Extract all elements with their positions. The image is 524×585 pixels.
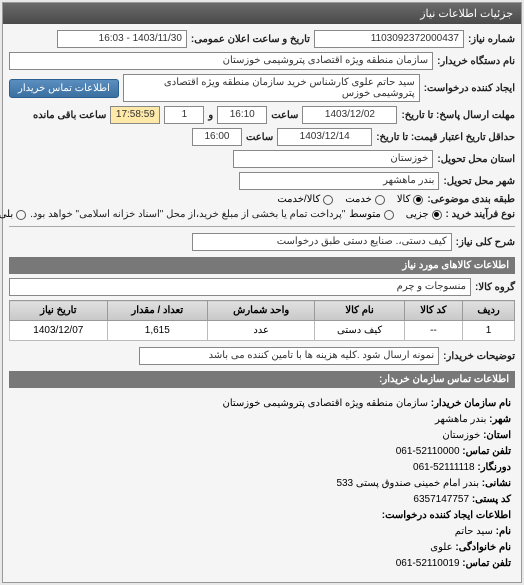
buyer-contact-button[interactable]: اطلاعات تماس خریدار (9, 79, 119, 98)
radio-dot-icon (323, 195, 333, 205)
radio-medium-label: متوسط (349, 209, 380, 220)
contact-phone-label: تلفن تماس: (462, 558, 511, 569)
group-field: منسوجات و چرم (9, 278, 471, 296)
city-label: شهر محل تحویل: (443, 176, 515, 187)
details-panel: جزئیات اطلاعات نیاز شماره نیاز: 11030923… (2, 2, 522, 583)
address-value: بندر امام خمینی صندوق پستی 533 (336, 478, 479, 489)
province-label: استان محل تحویل: (437, 154, 515, 165)
cell-code: -- (404, 321, 462, 341)
th-qty: تعداد / مقدار (107, 301, 207, 321)
announce-label: تاریخ و ساعت اعلان عمومی: (191, 34, 310, 45)
desc-label: شرح کلی نیاز: (456, 237, 515, 248)
fax-label: دورنگار: (477, 462, 511, 473)
province-field: خوزستان (233, 150, 433, 168)
radio-dot-icon (384, 210, 394, 220)
cell-unit: عدد (207, 321, 314, 341)
remaining-time-field: 17:58:59 (110, 106, 160, 124)
cell-qty: 1,615 (107, 321, 207, 341)
contact-block: نام سازمان خریدار: سازمان منطقه ویژه اقت… (9, 392, 515, 576)
contact-city-value: بندر ماهشهر (435, 414, 486, 425)
radio-dot-icon (375, 195, 385, 205)
table-header-row: ردیف کد کالا نام کالا واحد شمارش تعداد /… (10, 301, 515, 321)
radio-both[interactable]: کالا/خدمت (277, 194, 333, 205)
th-name: نام کالا (315, 301, 404, 321)
buyer-org-field: سازمان منطقه ویژه اقتصادی پتروشیمی خوزست… (9, 52, 433, 70)
panel-body: شماره نیاز: 1103092372000437 تاریخ و ساع… (3, 24, 521, 582)
radio-goods-label: کالا (397, 194, 411, 205)
goods-table: ردیف کد کالا نام کالا واحد شمارش تعداد /… (9, 300, 515, 341)
radio-dot-icon (413, 195, 423, 205)
org-value: سازمان منطقه ویژه اقتصادی پتروشیمی خوزست… (223, 398, 428, 409)
name-label: نام: (496, 526, 511, 537)
postal-label: کد پستی: (472, 494, 511, 505)
radio-goods[interactable]: کالا (397, 194, 424, 205)
need-number-field: 1103092372000437 (314, 30, 464, 48)
day-label: و (208, 110, 213, 121)
phone-label: تلفن تماس: (462, 446, 511, 457)
radio-dot-icon (16, 210, 26, 220)
goods-section-title: اطلاعات کالاهای مورد نیاز (9, 257, 515, 274)
fax-value: 52111118-061 (413, 462, 475, 473)
contact-province-label: استان: (483, 430, 511, 441)
family-label: نام خانوادگی: (455, 542, 511, 553)
radio-service[interactable]: خدمت (345, 194, 385, 205)
deadline-label: مهلت ارسال پاسخ: تا تاریخ: (401, 110, 515, 121)
announce-field: 1403/11/30 - 16:03 (57, 30, 187, 48)
desc-field: کیف دستی،. صنایع دستی طبق درخواست (192, 233, 452, 251)
cell-date: 1403/12/07 (10, 321, 108, 341)
th-unit: واحد شمارش (207, 301, 314, 321)
process-note: "پرداخت تمام یا بخشی از مبلغ خرید،از محل… (30, 209, 345, 220)
contact-city-label: شهر: (489, 414, 511, 425)
radio-yes-label: بلی (0, 209, 13, 220)
day-field: 1 (164, 106, 204, 124)
radio-service-label: خدمت (345, 194, 372, 205)
org-label: نام سازمان خریدار: (431, 398, 511, 409)
category-label: طبقه بندی موضوعی: (427, 194, 515, 205)
name-value: سید حاتم (455, 526, 493, 537)
contact-phone-value: 52110019-061 (396, 558, 460, 569)
radio-dot-icon (432, 210, 442, 220)
table-row[interactable]: 1 -- کیف دستی عدد 1,615 1403/12/07 (10, 321, 515, 341)
process-label: نوع فرآیند خرید : (446, 209, 515, 220)
requester-title: اطلاعات ایجاد کننده درخواست: (382, 510, 511, 521)
th-date: تاریخ نیاز (10, 301, 108, 321)
radio-yes[interactable]: بلی (0, 209, 26, 220)
contact-section-title: اطلاعات تماس سازمان خریدار: (9, 371, 515, 388)
panel-header: جزئیات اطلاعات نیاز (3, 3, 521, 24)
credit-time-label: ساعت (246, 132, 273, 143)
radio-small[interactable]: جزیی (406, 209, 442, 220)
radio-both-label: کالا/خدمت (277, 194, 320, 205)
panel-title: جزئیات اطلاعات نیاز (420, 8, 513, 20)
process-radio-group: جزیی متوسط (349, 209, 441, 220)
contact-province-value: خوزستان (442, 430, 480, 441)
group-label: گروه کالا: (475, 282, 515, 293)
category-radio-group: کالا خدمت کالا/خدمت (277, 194, 423, 205)
deadline-time-field: 16:10 (217, 106, 267, 124)
deadline-time-label: ساعت (271, 110, 298, 121)
remaining-label: ساعت باقی مانده (33, 110, 106, 121)
deadline-date-field: 1403/12/02 (302, 106, 397, 124)
cell-name: کیف دستی (315, 321, 404, 341)
buyer-notes-field: نمونه ارسال شود .کلیه هزینه ها با تامین … (139, 347, 439, 365)
city-field: بندر ماهشهر (239, 172, 439, 190)
buyer-org-label: نام دستگاه خریدار: (437, 56, 515, 67)
credit-date-field: 1403/12/14 (277, 128, 372, 146)
creator-field: سید حاتم علوی کارشناس خرید سازمان منطقه … (123, 74, 420, 102)
postal-value: 6357147757 (413, 494, 469, 505)
phone-value: 52110000-061 (396, 446, 460, 457)
need-number-label: شماره نیاز: (468, 34, 515, 45)
radio-medium[interactable]: متوسط (349, 209, 393, 220)
buyer-notes-label: توضیحات خریدار: (443, 351, 515, 362)
cell-row: 1 (463, 321, 515, 341)
th-code: کد کالا (404, 301, 462, 321)
th-row: ردیف (463, 301, 515, 321)
address-label: نشانی: (482, 478, 511, 489)
credit-label: حداقل تاریخ اعتبار قیمت: تا تاریخ: (376, 132, 515, 143)
creator-label: ایجاد کننده درخواست: (424, 83, 515, 94)
credit-time-field: 16:00 (192, 128, 242, 146)
family-value: علوی (430, 542, 452, 553)
radio-small-label: جزیی (406, 209, 429, 220)
